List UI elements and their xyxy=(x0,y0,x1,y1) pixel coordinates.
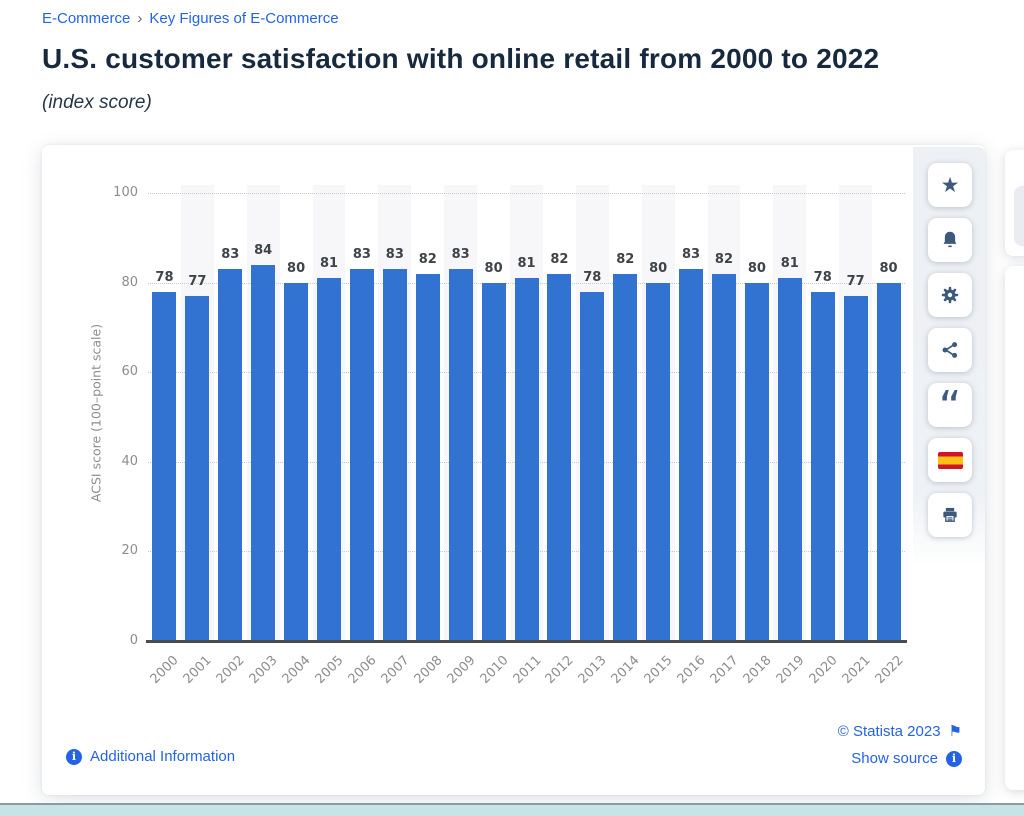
quote-icon xyxy=(939,394,962,416)
page-subtitle: (index score) xyxy=(42,92,152,113)
bar-2005[interactable] xyxy=(317,278,342,641)
info-icon xyxy=(946,750,962,767)
report-flag-icon xyxy=(949,722,962,740)
info-icon xyxy=(66,748,82,765)
right-panel-thumbnail xyxy=(1014,186,1024,246)
breadcrumb-link-ecommerce[interactable]: E-Commerce xyxy=(42,10,131,27)
y-tick-label: 20 xyxy=(121,543,138,559)
cite-button[interactable] xyxy=(928,383,972,427)
bar-value-label: 78 xyxy=(813,269,832,285)
bar-2017[interactable] xyxy=(711,273,736,641)
bar-value-label: 77 xyxy=(846,274,865,290)
bar-value-label: 78 xyxy=(583,269,602,285)
y-tick-label: 60 xyxy=(121,364,138,380)
y-tick-label: 0 xyxy=(129,633,138,648)
gear-icon xyxy=(941,286,959,304)
bar-2000[interactable] xyxy=(152,291,177,641)
show-source-label: Show source xyxy=(851,750,938,767)
bar-value-label: 80 xyxy=(649,260,668,276)
bar-value-label: 84 xyxy=(254,242,273,258)
bar-2006[interactable] xyxy=(349,269,374,641)
bottom-banner-edge xyxy=(0,805,1024,816)
print-button[interactable] xyxy=(928,493,972,537)
gridline xyxy=(148,193,905,194)
bar-2008[interactable] xyxy=(415,273,440,641)
favorite-button[interactable] xyxy=(928,163,972,207)
bar-value-label: 82 xyxy=(714,251,734,267)
share-icon xyxy=(942,342,958,358)
bar-value-label: 82 xyxy=(550,251,569,267)
bar-value-label: 77 xyxy=(188,274,207,290)
right-panel-card-bottom xyxy=(1005,266,1024,790)
language-button[interactable] xyxy=(928,438,972,482)
bell-icon xyxy=(943,231,957,248)
bar-2007[interactable] xyxy=(382,269,407,641)
bar-2009[interactable] xyxy=(448,269,473,641)
bar-value-label: 83 xyxy=(451,247,470,263)
show-source-link[interactable]: Show source xyxy=(838,750,962,767)
share-button[interactable] xyxy=(928,328,972,372)
bar-2010[interactable] xyxy=(481,282,506,641)
bar-2011[interactable] xyxy=(514,278,539,641)
bar-value-label: 83 xyxy=(352,247,371,263)
bar-value-label: 78 xyxy=(155,269,174,285)
bar-value-label: 82 xyxy=(616,251,635,267)
y-axis-title: ACSI score (100–point scale) xyxy=(88,323,104,503)
bar-value-label: 81 xyxy=(319,256,339,272)
x-axis-line xyxy=(146,640,907,643)
statista-copyright-link[interactable]: © Statista 2023 xyxy=(838,722,962,740)
bar-2022[interactable] xyxy=(876,282,901,641)
y-tick-label: 40 xyxy=(121,453,138,469)
additional-information-label: Additional Information xyxy=(90,748,236,765)
bar-2015[interactable] xyxy=(646,282,671,641)
bar-2014[interactable] xyxy=(613,273,638,641)
alerts-button[interactable] xyxy=(928,218,972,262)
bar-2002[interactable] xyxy=(218,269,243,641)
bar-2016[interactable] xyxy=(679,269,704,641)
bottom-divider-line xyxy=(0,803,1024,805)
footer-source-block: © Statista 2023 Show source xyxy=(838,722,962,777)
bar-value-label: 80 xyxy=(879,260,898,276)
bar-2004[interactable] xyxy=(284,282,309,641)
bar-value-label: 80 xyxy=(287,260,306,276)
breadcrumb-separator: › xyxy=(137,10,143,27)
bar-2021[interactable] xyxy=(843,296,868,641)
bar-2019[interactable] xyxy=(777,278,802,641)
bar-2003[interactable] xyxy=(251,264,276,641)
bar-chart-plot-area: 0 20 40 60 80 100 78 77 83 84 80 81 83 83 82 83 80 81 82 78… xyxy=(113,185,907,687)
bar-value-label: 81 xyxy=(517,256,536,272)
right-panel-card-top xyxy=(1005,150,1024,256)
breadcrumb-link-key-figures[interactable]: Key Figures of E-Commerce xyxy=(149,10,339,27)
y-tick-label: 80 xyxy=(121,274,138,290)
breadcrumb: E-Commerce › Key Figures of E-Commerce xyxy=(42,10,339,27)
bar-value-label: 80 xyxy=(747,260,766,276)
bar-value-label: 81 xyxy=(780,256,799,272)
bar-2001[interactable] xyxy=(185,296,210,641)
bar-value-label: 83 xyxy=(221,247,240,263)
bar-value-label: 82 xyxy=(418,251,437,267)
additional-information-link[interactable]: Additional Information xyxy=(66,748,235,765)
bar-2018[interactable] xyxy=(744,282,769,641)
settings-button[interactable] xyxy=(928,273,972,317)
bar-2020[interactable] xyxy=(810,291,835,641)
bar-value-label: 83 xyxy=(682,247,701,263)
bar-value-label: 80 xyxy=(484,260,503,276)
bar-2013[interactable] xyxy=(580,291,605,641)
spanish-flag-icon xyxy=(937,451,963,469)
star-icon xyxy=(941,175,960,196)
printer-icon xyxy=(943,507,957,522)
bar-2012[interactable] xyxy=(547,273,572,641)
copyright-label: © Statista 2023 xyxy=(837,722,941,740)
y-tick-label: 100 xyxy=(113,185,138,200)
bar-value-label: 83 xyxy=(385,247,404,263)
page-title: U.S. customer satisfaction with online r… xyxy=(42,43,880,74)
